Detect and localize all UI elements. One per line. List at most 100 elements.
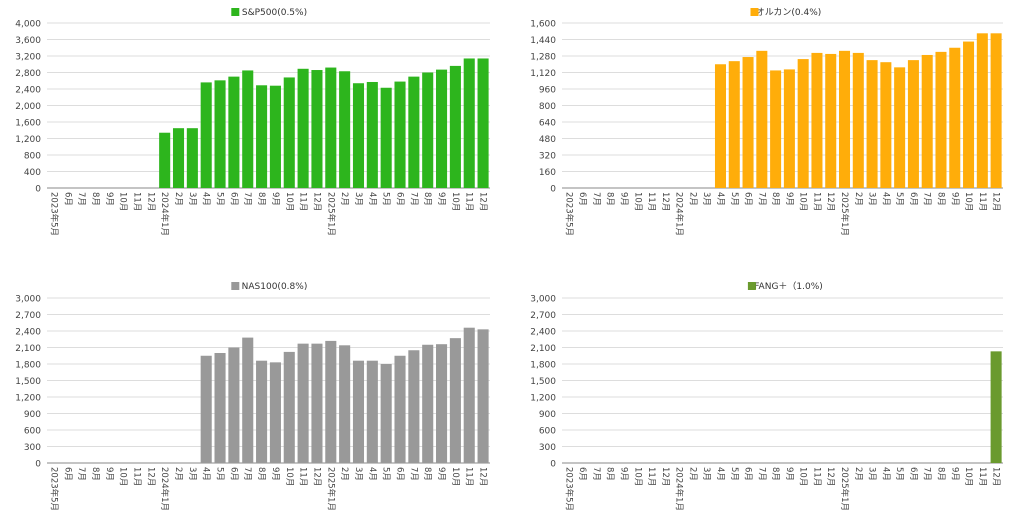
x-tick-label: 4月 bbox=[715, 192, 725, 206]
x-tick-label: 8月 bbox=[90, 192, 100, 206]
x-tick-label: 11月 bbox=[298, 192, 308, 211]
y-tick-label: 1,500 bbox=[530, 377, 556, 387]
x-tick-label: 2023年5月 bbox=[563, 192, 574, 236]
x-tick-label: 2月 bbox=[339, 192, 349, 206]
bar bbox=[325, 340, 337, 463]
bar bbox=[228, 347, 240, 463]
bar bbox=[297, 68, 309, 188]
y-tick-label: 2,000 bbox=[15, 102, 41, 112]
y-tick-label: 1,200 bbox=[15, 394, 41, 404]
y-tick-label: 2,700 bbox=[15, 311, 41, 321]
nas100-panel: 0 300 600 900 1,200 1,500 1,800 2,100 2,400 2,700… bbox=[15, 282, 490, 511]
x-tick-label: 12月 bbox=[660, 467, 670, 486]
bar bbox=[159, 132, 171, 188]
x-tick-label: 8月 bbox=[90, 467, 100, 481]
bar bbox=[839, 50, 851, 188]
legend-label: NAS100(0.8%) bbox=[242, 282, 308, 292]
legend-label: FANG＋（1.0%) bbox=[754, 281, 823, 292]
x-tick-label: 4月 bbox=[367, 192, 377, 206]
bar bbox=[477, 58, 489, 188]
x-tick-label: 9月 bbox=[270, 467, 280, 481]
bar bbox=[256, 85, 268, 188]
y-tick-label: 480 bbox=[539, 135, 556, 145]
x-tick-label: 2025年1月 bbox=[839, 192, 850, 236]
x-tick-label: 9月 bbox=[619, 192, 629, 206]
x-tick-label: 3月 bbox=[867, 467, 877, 481]
x-tick-label: 10月 bbox=[963, 192, 973, 211]
x-tick-label: 10月 bbox=[798, 192, 808, 211]
x-tick-label: 8月 bbox=[770, 467, 780, 481]
y-tick-label: 1,600 bbox=[530, 20, 556, 30]
x-tick-label: 7月 bbox=[922, 192, 932, 206]
y-tick-label: 640 bbox=[539, 119, 556, 129]
x-tick-label: 3月 bbox=[187, 192, 197, 206]
bar bbox=[935, 51, 947, 188]
y-tick-label: 0 bbox=[35, 185, 41, 195]
bar bbox=[242, 337, 254, 463]
bar bbox=[756, 50, 768, 188]
x-tick-label: 11月 bbox=[464, 192, 474, 211]
x-tick-label: 2023年5月 bbox=[48, 467, 59, 511]
x-tick-label: 8月 bbox=[422, 467, 432, 481]
x-tick-label: 12月 bbox=[145, 192, 155, 211]
bar bbox=[269, 362, 281, 463]
x-tick-label: 3月 bbox=[187, 467, 197, 481]
legend-swatch bbox=[750, 8, 759, 16]
x-tick-label: 9月 bbox=[619, 467, 629, 481]
y-tick-label: 1,280 bbox=[530, 53, 556, 63]
y-tick-label: 0 bbox=[550, 185, 556, 195]
y-tick-label: 600 bbox=[539, 427, 556, 437]
x-tick-label: 3月 bbox=[353, 192, 363, 206]
orukan-panel: 0 160 320 480 640 800 960 1,120 1,280 1,440 1,600 2… bbox=[530, 7, 1003, 236]
x-tick-label: 12月 bbox=[991, 192, 1001, 211]
bar bbox=[200, 355, 212, 463]
x-tick-label: 7月 bbox=[76, 467, 86, 481]
x-tick-label: 2024年1月 bbox=[674, 192, 685, 236]
bar bbox=[380, 87, 392, 188]
y-tick-label: 320 bbox=[539, 152, 556, 162]
bar bbox=[200, 82, 212, 188]
bar bbox=[172, 128, 185, 188]
legend-swatch bbox=[747, 282, 756, 290]
y-tick-label: 2,800 bbox=[15, 69, 41, 79]
bar bbox=[283, 77, 295, 188]
x-tick-label: 10月 bbox=[284, 467, 294, 486]
bar bbox=[436, 344, 448, 463]
y-tick-label: 800 bbox=[24, 152, 41, 162]
bar bbox=[894, 67, 906, 188]
bar bbox=[408, 350, 420, 463]
bar bbox=[880, 62, 892, 188]
x-tick-label: 10月 bbox=[450, 192, 460, 211]
bar bbox=[976, 33, 988, 188]
bar bbox=[449, 65, 461, 188]
x-tick-label: 4月 bbox=[201, 192, 211, 206]
x-tick-label: 6月 bbox=[228, 467, 238, 481]
y-tick-label: 300 bbox=[24, 443, 41, 453]
x-tick-label: 2024年1月 bbox=[159, 192, 170, 236]
x-tick-label: 11月 bbox=[811, 467, 821, 486]
x-tick-label: 4月 bbox=[367, 467, 377, 481]
x-tick-label: 11月 bbox=[811, 192, 821, 211]
x-tick-label: 5月 bbox=[729, 192, 739, 206]
bar bbox=[990, 351, 1002, 463]
x-tick-label: 2025年1月 bbox=[325, 467, 336, 511]
x-tick-label: 7月 bbox=[756, 192, 766, 206]
bar bbox=[214, 80, 226, 188]
y-tick-label: 1,800 bbox=[15, 361, 41, 371]
y-tick-label: 3,200 bbox=[15, 53, 41, 63]
y-tick-label: 4,000 bbox=[15, 20, 41, 30]
bar bbox=[449, 338, 461, 463]
x-tick-label: 3月 bbox=[701, 467, 711, 481]
x-tick-label: 2025年1月 bbox=[839, 467, 850, 511]
bar bbox=[269, 85, 281, 188]
bar bbox=[477, 329, 489, 463]
x-tick-label: 8月 bbox=[605, 467, 615, 481]
y-tick-label: 2,100 bbox=[15, 344, 41, 354]
y-tick-label: 3,600 bbox=[15, 36, 41, 46]
y-tick-label: 2,400 bbox=[15, 328, 41, 338]
x-tick-label: 11月 bbox=[464, 467, 474, 486]
x-tick-label: 2月 bbox=[339, 467, 349, 481]
y-tick-label: 1,600 bbox=[15, 119, 41, 129]
bar bbox=[463, 327, 475, 463]
